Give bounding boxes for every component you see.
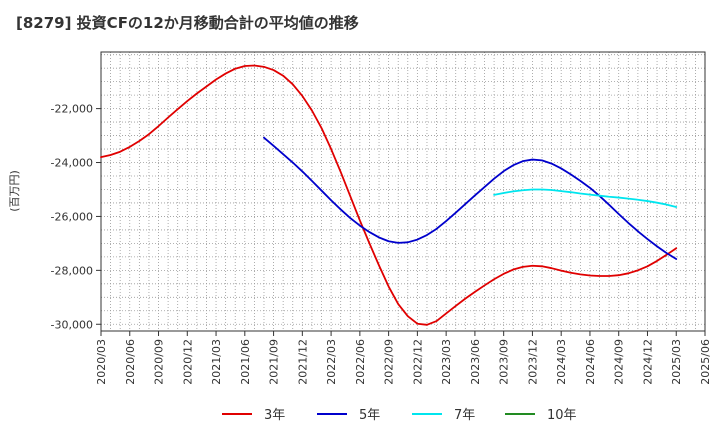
series-line-5年 bbox=[263, 136, 678, 260]
x-tick-label: 2022/06 bbox=[354, 339, 367, 385]
y-tick-label: -30,000 bbox=[51, 318, 93, 331]
x-tick-label: 2022/03 bbox=[325, 339, 338, 385]
series-line-7年 bbox=[493, 188, 678, 208]
legend-label: 7年 bbox=[454, 408, 475, 423]
series-lines bbox=[100, 64, 678, 326]
x-tick-label: 2023/03 bbox=[440, 339, 453, 385]
x-tick-label: 2023/12 bbox=[526, 339, 539, 385]
y-tick-label: -24,000 bbox=[51, 157, 93, 170]
x-tick-label: 2020/03 bbox=[95, 339, 108, 385]
x-tick-label: 2024/06 bbox=[584, 339, 597, 385]
x-tick-label: 2025/03 bbox=[670, 339, 683, 385]
chart-title: [8279] 投資CFの12か月移動合計の平均値の推移 bbox=[16, 14, 359, 32]
x-tick-label: 2023/06 bbox=[469, 339, 482, 385]
x-tick-label: 2024/09 bbox=[613, 339, 626, 385]
x-tick-label: 2021/06 bbox=[239, 339, 252, 385]
legend: 3年 5年 7年 10年 bbox=[222, 408, 577, 423]
y-axis-label: (百万円) bbox=[8, 170, 21, 212]
x-tick-label: 2021/03 bbox=[210, 339, 223, 385]
x-axis: 2020/03 2020/06 2020/09 2020/12 2021/03 2021/… bbox=[95, 331, 712, 385]
x-tick-label: 2023/09 bbox=[498, 339, 511, 385]
x-tick-label: 2022/09 bbox=[383, 339, 396, 385]
legend-label: 3年 bbox=[264, 408, 285, 423]
x-tick-label: 2022/12 bbox=[411, 339, 424, 385]
y-tick-label: -26,000 bbox=[51, 210, 93, 223]
x-tick-label: 2020/09 bbox=[153, 339, 166, 385]
x-tick-label: 2021/12 bbox=[296, 339, 309, 385]
x-tick-label: 2024/03 bbox=[555, 339, 568, 385]
x-tick-label: 2020/12 bbox=[181, 339, 194, 385]
x-tick-label: 2024/12 bbox=[641, 339, 654, 385]
series-line-3年 bbox=[100, 64, 678, 326]
x-tick-label: 2025/06 bbox=[699, 339, 712, 385]
y-axis: -22,000 -24,000 -26,000 -28,000 -30,000 bbox=[51, 103, 101, 331]
legend-label: 10年 bbox=[547, 408, 577, 423]
y-tick-label: -28,000 bbox=[51, 264, 93, 277]
x-tick-label: 2021/09 bbox=[268, 339, 281, 385]
grid bbox=[101, 52, 705, 331]
y-tick-label: -22,000 bbox=[51, 103, 93, 116]
x-tick-label: 2020/06 bbox=[124, 339, 137, 385]
legend-label: 5年 bbox=[359, 408, 380, 423]
plot-frame bbox=[100, 51, 706, 332]
